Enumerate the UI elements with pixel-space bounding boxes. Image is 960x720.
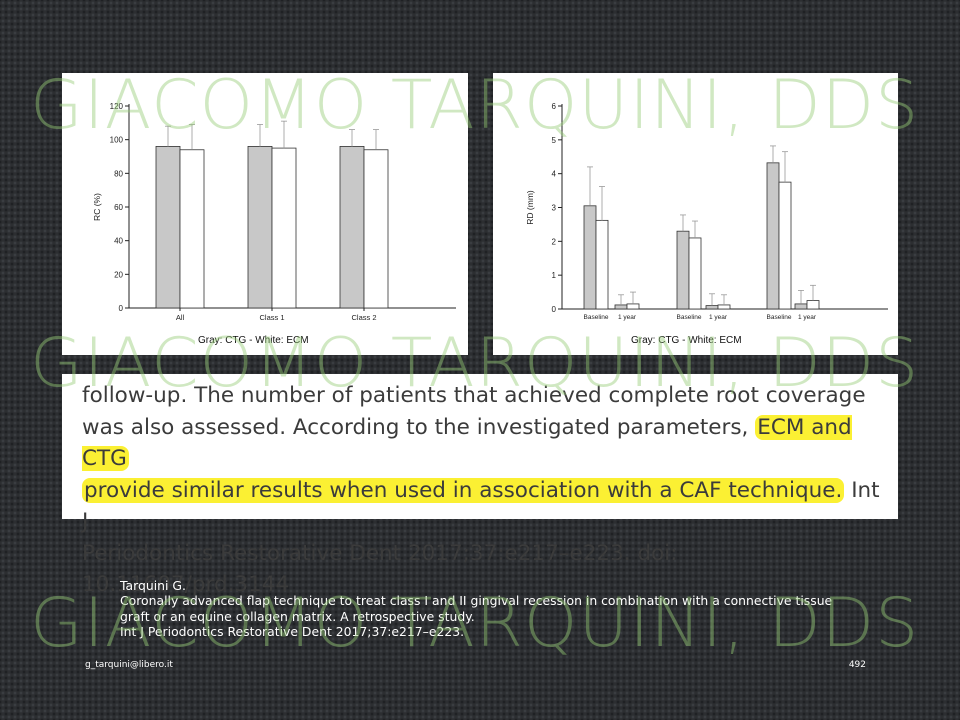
abstract-excerpt: follow-up. The number of patients that a… [62,374,898,597]
excerpt-line-3-text: Int J [82,477,880,535]
bar [626,303,640,310]
page-number: 492 [848,660,866,670]
y-tick-label: 20 [114,270,123,279]
excerpt-line-2: was also assessed. According to the inve… [82,412,888,475]
y-tick-label: 80 [114,169,123,178]
excerpt-line-1: follow-up. The number of patients that a… [82,383,866,408]
x-tick-label: 1 year [618,314,637,321]
excerpt-highlight-2: provide similar results when used in ass… [82,477,845,503]
x-tick-label: Baseline [677,314,702,321]
y-tick-label: 60 [114,203,123,212]
bar [806,300,820,310]
bar [688,237,702,310]
y-axis-label: RC (%) [92,193,102,221]
x-tick-label: Baseline [767,314,792,321]
citation-block: Tarquini G. Coronally advanced flap tech… [120,578,840,640]
x-tick-label: All [176,313,185,322]
excerpt-line-2-text: was also assessed. According to the inve… [82,414,756,440]
y-axis-label: RD (mm) [525,190,535,225]
x-tick-label: Class 1 [259,313,284,322]
excerpt-line-3: provide similar results when used in ass… [82,475,888,538]
y-tick-label: 4 [552,170,557,179]
citation-journal: Int J Periodontics Restorative Dent 2017… [120,624,465,640]
bar [271,147,297,309]
x-tick-label: 1 year [709,314,728,321]
bar [595,219,609,310]
bar [766,162,780,310]
y-tick-label: 5 [552,136,557,145]
y-tick-label: 1 [552,271,557,280]
citation-title: Coronally advanced flap technique to tre… [120,593,833,624]
bar [717,304,731,310]
bar [676,230,690,310]
x-tick-label: 1 year [798,314,817,321]
bar [614,304,628,310]
y-tick-label: 6 [552,102,557,111]
x-tick-label: Class 2 [351,313,376,322]
bar [583,205,597,310]
rd-bar-chart: 0 1 2 3 4 5 6 RD (mm) Baseline 1 year Baseline 1 ye… [525,102,888,346]
bar [363,149,389,309]
y-tick-label: 0 [552,305,557,314]
y-tick-label: 2 [552,237,557,246]
bar [155,146,181,309]
bar [179,149,205,309]
y-tick-label: 120 [110,102,124,111]
rc-chart-panel: 0 20 40 60 80 100 120 RC (%) All Class 1 Class 2 Gr… [62,73,468,355]
bar [705,305,719,310]
excerpt-line-4: Periodontics Restorative Dent 2017;37:e2… [82,540,678,598]
y-tick-label: 3 [552,204,557,213]
y-tick-label: 40 [114,237,123,246]
citation-author: Tarquini G. [120,578,186,593]
chart-caption: Gray: CTG - White: ECM [198,335,309,346]
chart-caption: Gray: CTG - White: ECM [631,335,742,346]
y-tick-label: 100 [110,136,124,145]
x-tick-label: Baseline [584,314,609,321]
bar [778,181,792,310]
rc-bar-chart: 0 20 40 60 80 100 120 RC (%) All Class 1 Class 2 Gr… [92,102,456,346]
bar [339,146,365,309]
footer-email: g_tarquini@libero.it [85,660,173,670]
y-tick-label: 0 [119,304,124,313]
bar [794,303,808,310]
bar [247,146,273,309]
rd-chart-panel: 0 1 2 3 4 5 6 RD (mm) Baseline 1 year Baseline 1 ye… [493,73,898,355]
